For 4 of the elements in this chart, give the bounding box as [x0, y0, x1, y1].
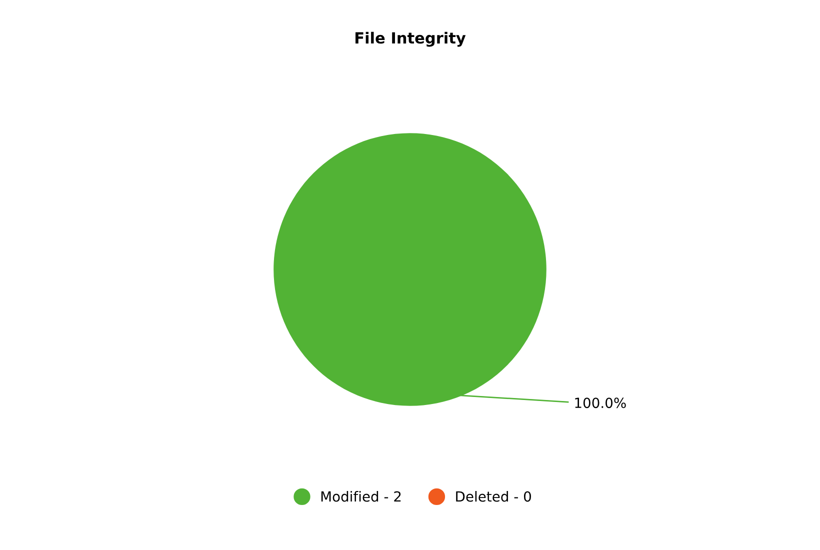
chart-title: File Integrity [356, 32, 466, 47]
legend-label: Modified - 2 [321, 491, 401, 502]
data-label: 100.0% [575, 398, 626, 408]
legend-label: Deleted - 0 [456, 491, 531, 502]
